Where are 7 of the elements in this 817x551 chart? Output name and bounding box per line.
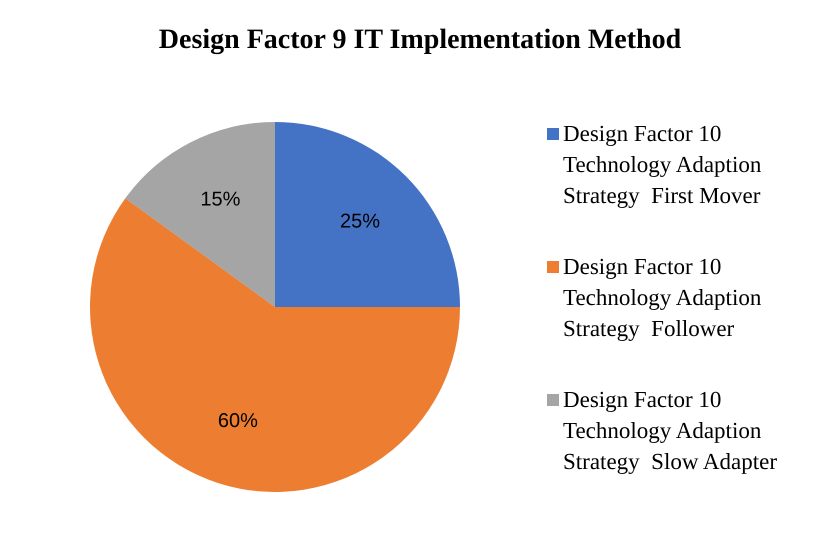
legend-label: Design Factor 10 Technology Adaption Strategy First Mover <box>563 120 762 210</box>
data-label: 60% <box>218 410 258 432</box>
legend-label: Design Factor 10 Technology Adaption Strategy Follower <box>563 253 762 343</box>
legend-label: Design Factor 10 Technology Adaption Strategy Slow Adapter <box>563 386 778 476</box>
data-label: 15% <box>200 188 241 210</box>
chart-title: Design Factor 9 IT Implementation Method <box>158 24 682 56</box>
data-label: 25% <box>340 210 380 232</box>
